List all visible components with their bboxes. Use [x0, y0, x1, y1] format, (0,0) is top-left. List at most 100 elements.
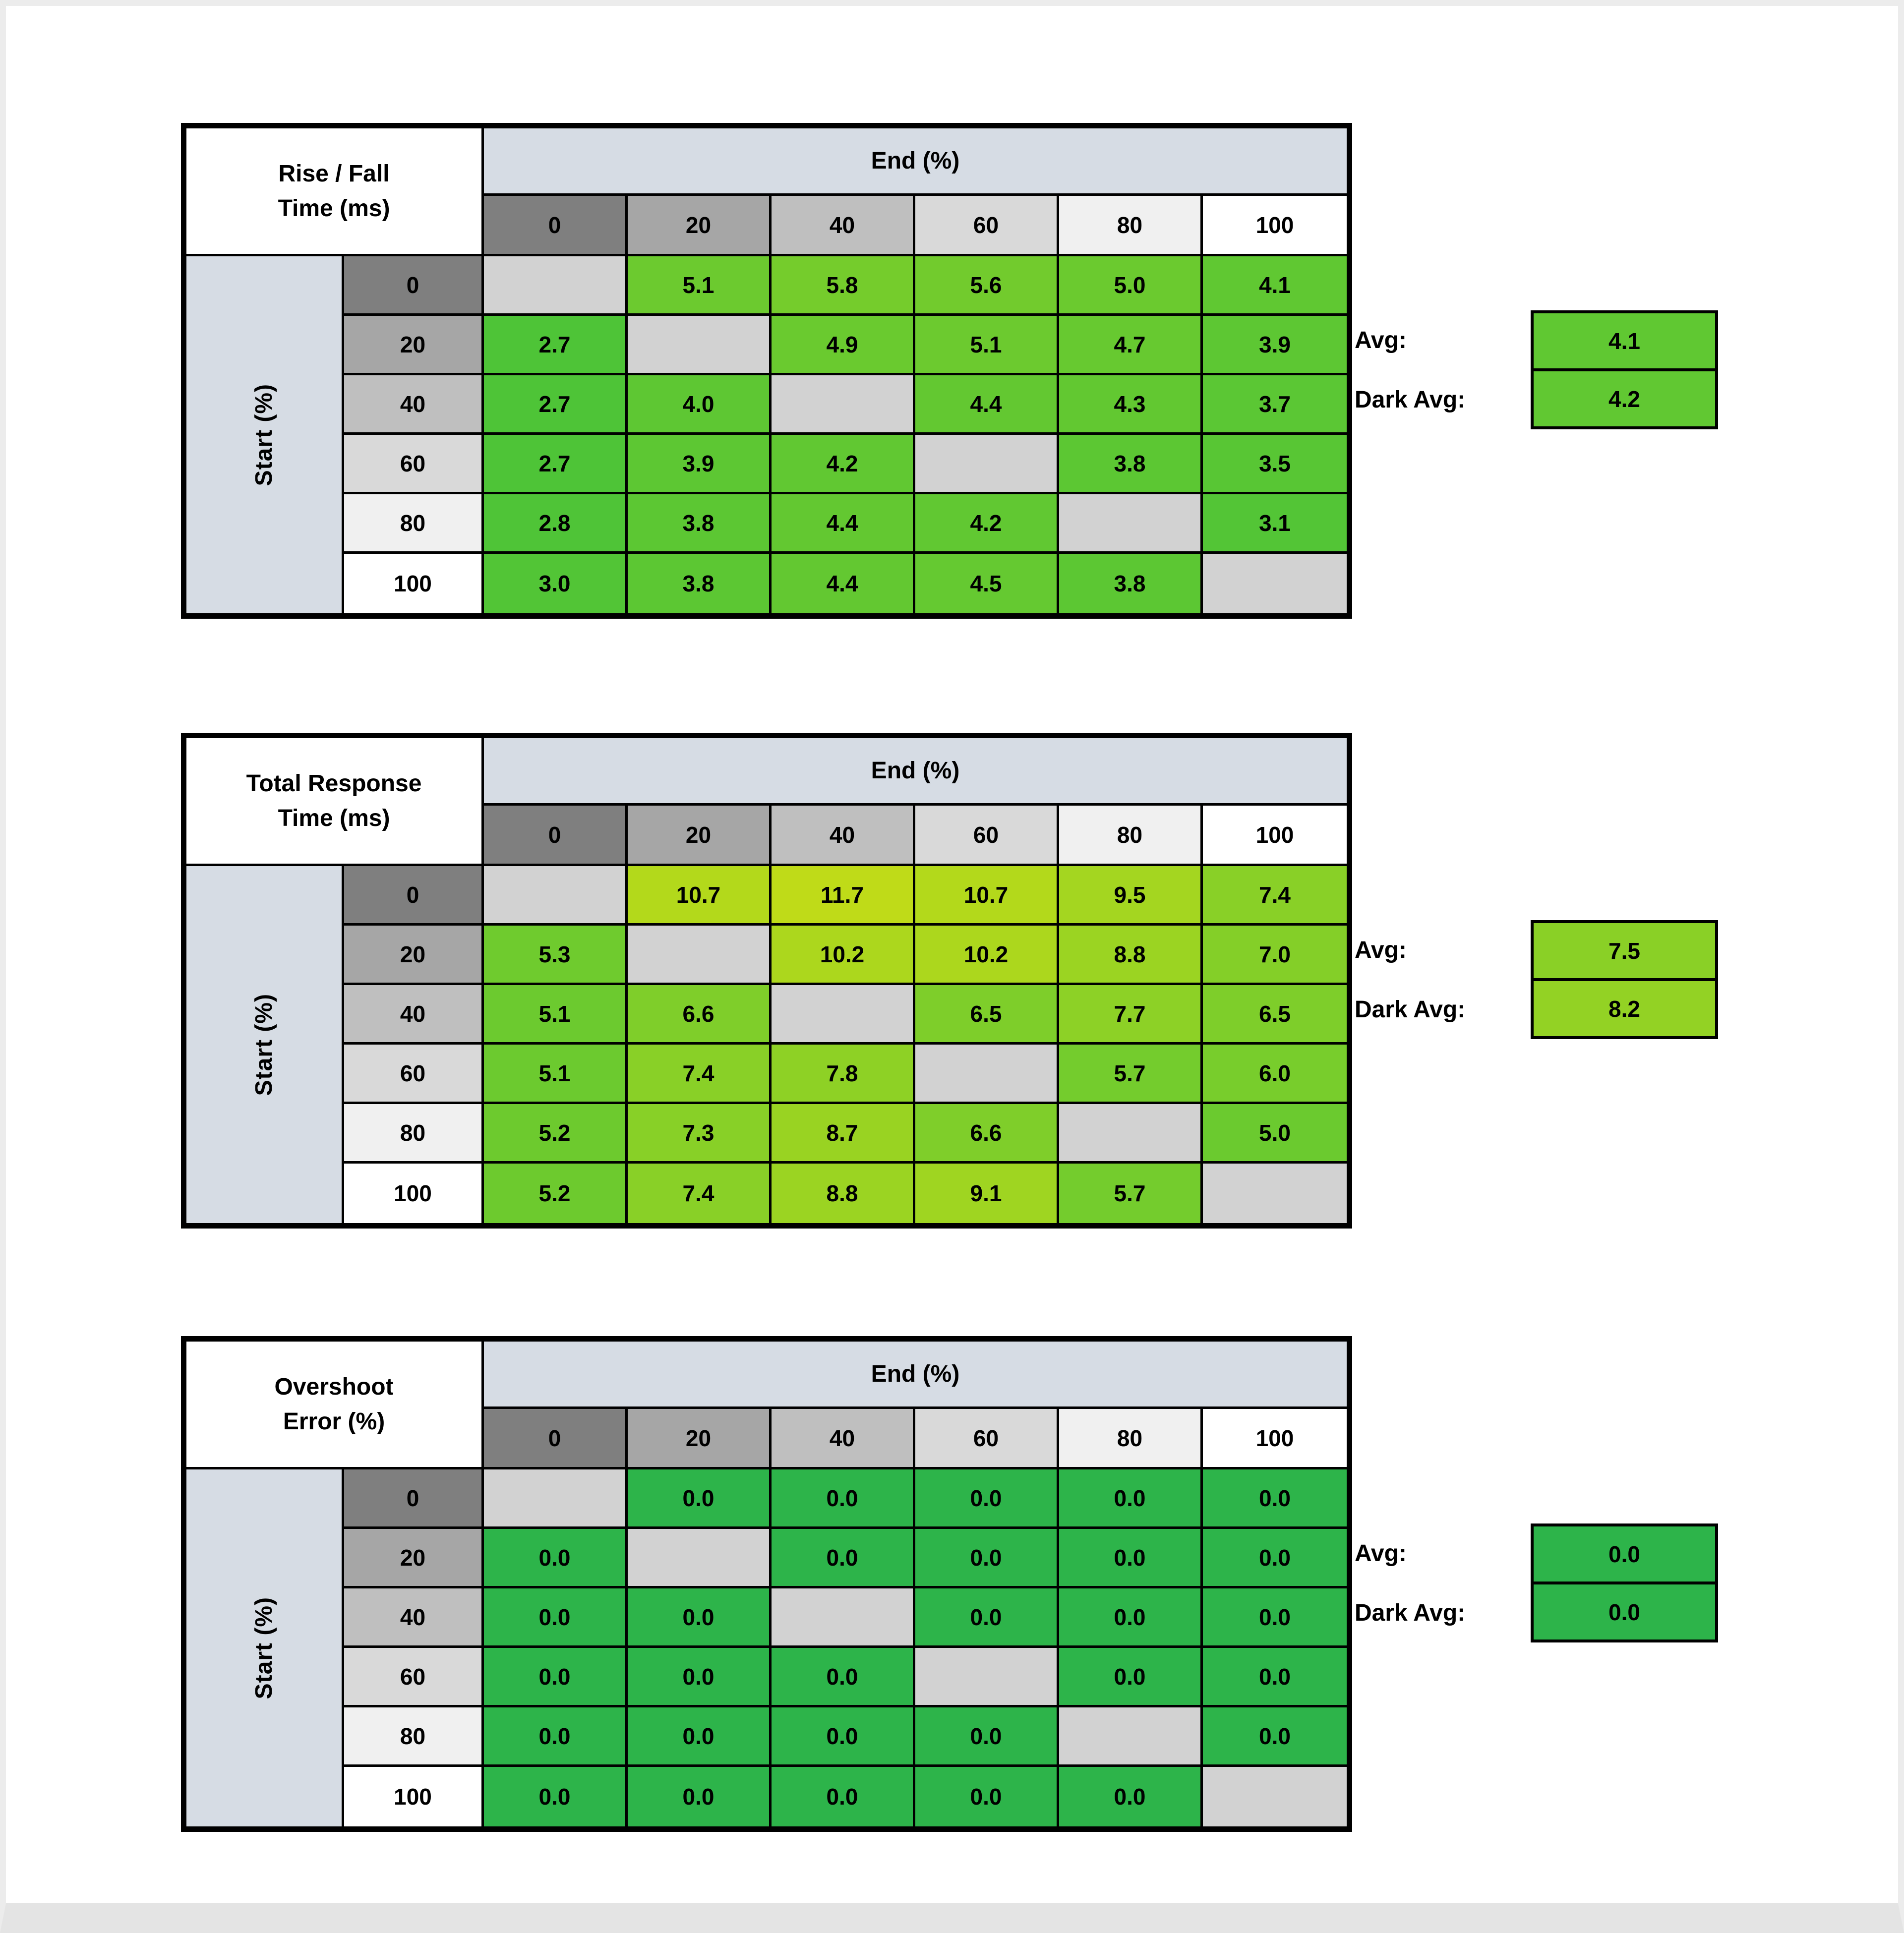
heatmap-cell: 2.7 [484, 316, 628, 375]
heatmap-cell: 7.4 [628, 1164, 772, 1223]
heatmap-cell: 2.8 [484, 494, 628, 554]
heatmap-cell: 6.5 [1203, 985, 1347, 1045]
heatmap-cell: 10.7 [628, 866, 772, 926]
column-header: 0 [484, 196, 628, 256]
heatmap-cell-diagonal [1059, 494, 1203, 554]
heatmap-cell: 0.0 [1203, 1529, 1347, 1588]
row-group-label: Start (%) [186, 866, 344, 1223]
avg-value-box: 4.1 [1534, 313, 1715, 371]
heatmap-cell: 0.0 [772, 1529, 915, 1588]
heatmap-cell: 5.1 [628, 256, 772, 316]
row-header: 0 [344, 1469, 484, 1529]
dark-avg-value-box: 0.0 [1534, 1584, 1715, 1640]
column-header: 20 [628, 806, 772, 866]
heatmap-cell: 0.0 [484, 1648, 628, 1707]
heatmap-cell-diagonal [915, 1648, 1059, 1707]
dark-avg-label: Dark Avg: [1355, 996, 1466, 1023]
heatmap-cell: 0.0 [1059, 1648, 1203, 1707]
heatmap-cell-diagonal [628, 316, 772, 375]
row-header: 80 [344, 1104, 484, 1164]
avg-label: Avg: [1355, 327, 1407, 353]
heatmap-cell: 0.0 [628, 1648, 772, 1707]
heatmap-cell: 6.6 [915, 1104, 1059, 1164]
row-group-label-text: Start (%) [250, 383, 277, 486]
heatmap-cell: 0.0 [915, 1767, 1059, 1826]
heatmap-cell: 8.7 [772, 1104, 915, 1164]
heatmap-cell: 4.7 [1059, 316, 1203, 375]
heatmap-cell: 0.0 [1059, 1529, 1203, 1588]
column-header: 20 [628, 1409, 772, 1469]
heatmap-cell: 5.1 [484, 985, 628, 1045]
heatmap-cell: 4.3 [1059, 375, 1203, 435]
avg-labels: Avg: Dark Avg: [1355, 310, 1531, 429]
avg-boxes: 4.1 4.2 [1531, 310, 1718, 429]
heatmap-cell: 0.0 [484, 1767, 628, 1826]
heatmap-cell: 5.6 [915, 256, 1059, 316]
heatmap-cell: 4.0 [628, 375, 772, 435]
row-header: 0 [344, 866, 484, 926]
heatmap-cell: 3.9 [1203, 316, 1347, 375]
column-header: 60 [915, 1409, 1059, 1469]
heatmap-cell: 3.8 [628, 554, 772, 613]
heatmap-cell: 0.0 [772, 1469, 915, 1529]
heatmap-cell: 0.0 [628, 1469, 772, 1529]
column-header: 60 [915, 806, 1059, 866]
table-title: Rise / Fall Time (ms) [186, 128, 484, 256]
table-title-line2: Time (ms) [278, 195, 390, 222]
heatmap-cell: 0.0 [915, 1707, 1059, 1767]
heatmap-cell: 4.2 [915, 494, 1059, 554]
column-header: 80 [1059, 196, 1203, 256]
heatmap-grid: Overshoot Error (%) End (%) 0 20 40 60 80 100 Sta… [181, 1336, 1352, 1832]
heatmap-cell: 0.0 [1203, 1648, 1347, 1707]
avg-label: Avg: [1355, 937, 1407, 963]
table-title: Overshoot Error (%) [186, 1342, 484, 1469]
row-header: 100 [344, 554, 484, 613]
heatmap-cell: 3.9 [628, 435, 772, 494]
heatmap-cell: 0.0 [772, 1707, 915, 1767]
heatmap-cell: 2.7 [484, 435, 628, 494]
column-group-label: End (%) [484, 738, 1347, 806]
heatmap-cell: 3.1 [1203, 494, 1347, 554]
heatmap-cell: 6.0 [1203, 1045, 1347, 1104]
row-header: 80 [344, 1707, 484, 1767]
heatmap-cell-diagonal [628, 926, 772, 985]
column-header: 80 [1059, 1409, 1203, 1469]
heatmap-cell: 0.0 [915, 1529, 1059, 1588]
row-group-label: Start (%) [186, 256, 344, 613]
heatmap-cell: 0.0 [628, 1707, 772, 1767]
row-header: 60 [344, 1045, 484, 1104]
table-title-line1: Rise / Fall [278, 160, 390, 187]
column-header: 40 [772, 1409, 915, 1469]
table-title-line2: Error (%) [283, 1408, 385, 1435]
heatmap-cell: 3.5 [1203, 435, 1347, 494]
heatmap-cell: 0.0 [915, 1588, 1059, 1648]
heatmap-cell: 6.5 [915, 985, 1059, 1045]
column-header: 80 [1059, 806, 1203, 866]
heatmap-cell-diagonal [772, 1588, 915, 1648]
heatmap-cell: 2.7 [484, 375, 628, 435]
heatmap-cell: 0.0 [484, 1529, 628, 1588]
avg-labels: Avg: Dark Avg: [1355, 920, 1531, 1039]
heatmap-cell-diagonal [915, 435, 1059, 494]
row-header: 0 [344, 256, 484, 316]
heatmap-cell-diagonal [772, 375, 915, 435]
heatmap-cell-diagonal [484, 1469, 628, 1529]
heatmap-cell: 6.6 [628, 985, 772, 1045]
row-header: 100 [344, 1164, 484, 1223]
row-header: 40 [344, 375, 484, 435]
heatmap-cell: 0.0 [484, 1588, 628, 1648]
heatmap-cell: 7.8 [772, 1045, 915, 1104]
heatmap-cell: 0.0 [1203, 1469, 1347, 1529]
avg-block: Avg: Dark Avg: 0.0 0.0 [1355, 1523, 1718, 1642]
row-header: 20 [344, 926, 484, 985]
row-group-label-text: Start (%) [250, 1596, 277, 1699]
column-header: 100 [1203, 1409, 1347, 1469]
heatmap-cell: 3.8 [628, 494, 772, 554]
row-header: 80 [344, 494, 484, 554]
row-header: 40 [344, 1588, 484, 1648]
heatmap-cell: 4.4 [772, 494, 915, 554]
dark-avg-value-box: 4.2 [1534, 371, 1715, 426]
heatmap-cell: 5.3 [484, 926, 628, 985]
overshoot-error-table-section: Overshoot Error (%) End (%) 0 20 40 60 80 100 Sta… [181, 1336, 1718, 1832]
